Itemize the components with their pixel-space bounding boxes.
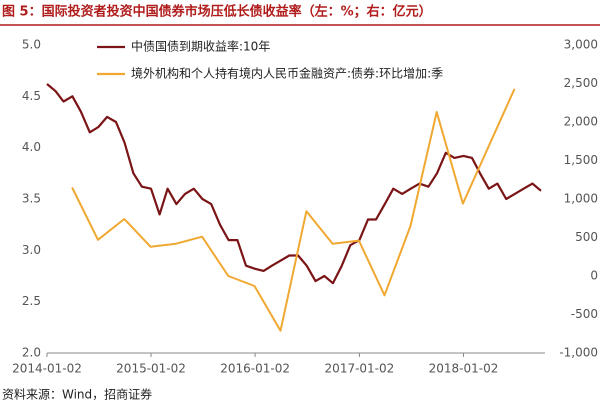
y2-tick-label: 1,000 [564, 192, 598, 206]
y-tick-label: 5.0 [22, 38, 41, 52]
y-tick-label: 2.5 [22, 294, 41, 308]
y-tick-label: 3.0 [22, 243, 41, 257]
x-tick-label: 2016-01-02 [220, 362, 290, 376]
y2-tick-label: 1,500 [564, 153, 598, 167]
x-tick-label: 2018-01-02 [429, 362, 499, 376]
y2-tick-label: 500 [575, 230, 598, 244]
series-line [46, 83, 542, 285]
y2-tick-label: 3,000 [564, 38, 598, 52]
y-tick-label: 4.0 [22, 140, 41, 154]
y2-tick-label: 0 [590, 269, 598, 283]
y2-tick-label: 2,500 [564, 76, 598, 90]
x-tick-label: 2017-01-02 [325, 362, 395, 376]
y-tick-label: 4.5 [22, 89, 41, 103]
y-tick-label: 3.5 [22, 192, 41, 206]
y2-tick-label: -1,000 [559, 346, 598, 360]
x-tick-label: 2014-01-02 [12, 362, 82, 376]
y2-tick-label: -500 [571, 307, 598, 321]
y-tick-label: 2.0 [22, 346, 41, 360]
y2-tick-label: 2,000 [564, 115, 598, 129]
legend-label: 中债国债到期收益率:10年 [131, 39, 270, 54]
x-tick-label: 2015-01-02 [116, 362, 186, 376]
chart-title: 图 5：国际投资者投资中国债券市场压低长债收益率（左：%；右：亿元） [2, 4, 432, 20]
series-line [71, 88, 516, 332]
source: 资料来源：Wind，招商证券 [2, 387, 152, 402]
legend-label: 境外机构和个人持有境内人民币金融资产:债券:环比增加:季 [131, 66, 443, 81]
